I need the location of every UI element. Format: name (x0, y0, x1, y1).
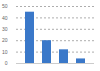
svg-text:40: 40 (2, 15, 8, 21)
svg-text:30: 30 (2, 26, 8, 32)
svg-text:0: 0 (5, 60, 8, 66)
svg-text:50: 50 (2, 3, 8, 9)
svg-text:20: 20 (2, 37, 8, 43)
svg-text:10: 10 (2, 49, 8, 55)
